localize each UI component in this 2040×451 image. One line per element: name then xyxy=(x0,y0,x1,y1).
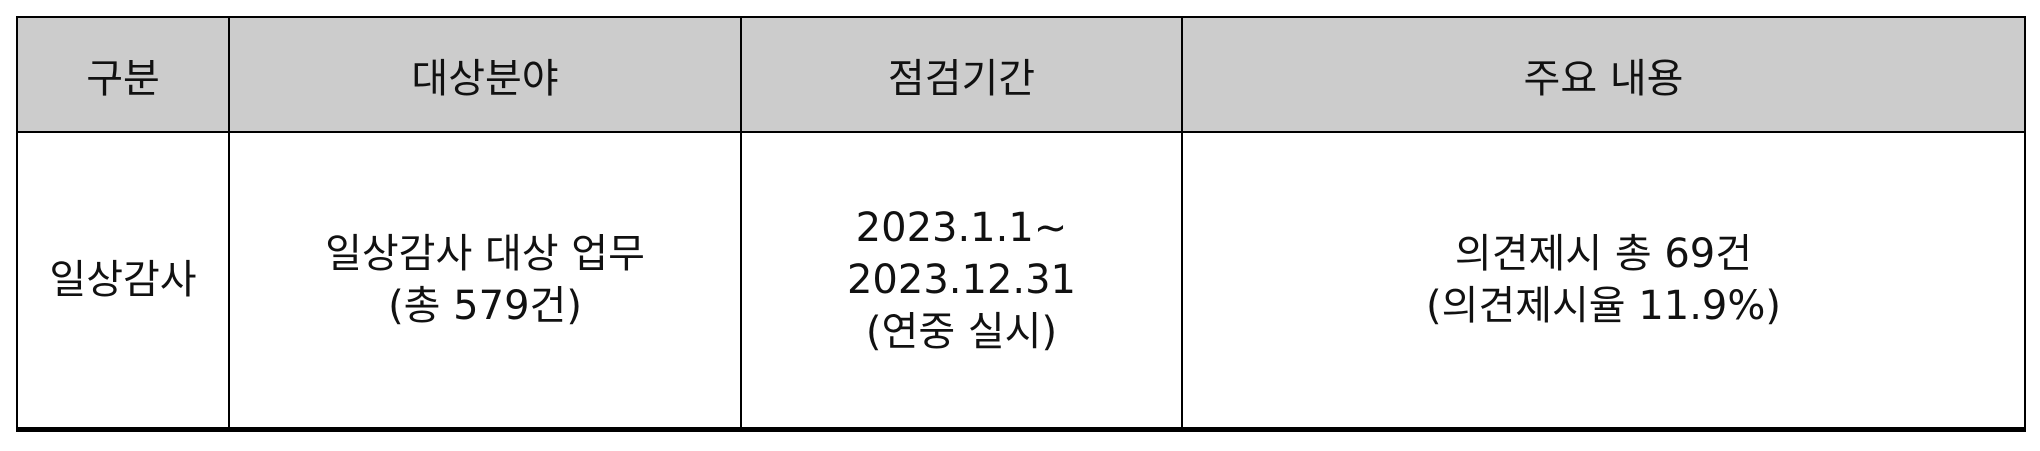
category-text: 일상감사 xyxy=(49,256,197,303)
table-row: 일상감사 일상감사 대상 업무 (총 579건) 2023.1.1~ 2023.… xyxy=(16,132,2026,429)
cell-target-area: 일상감사 대상 업무 (총 579건) xyxy=(228,132,742,429)
target-line-1: 일상감사 대상 업무 xyxy=(325,230,645,277)
content-line-2: (의견제시율 11.9%) xyxy=(1426,282,1781,329)
cell-main-content: 의견제시 총 69건 (의견제시율 11.9%) xyxy=(1181,132,2026,429)
header-row: 구분 대상분야 점검기간 주요 내용 xyxy=(16,17,2026,133)
audit-summary-table: 구분 대상분야 점검기간 주요 내용 일상감사 일상감사 대상 업무 (총 57… xyxy=(16,16,2026,432)
header-inspection-period: 점검기간 xyxy=(740,17,1183,133)
content-line-1: 의견제시 총 69건 xyxy=(1454,230,1753,277)
period-line-1: 2023.1.1~ xyxy=(855,204,1068,251)
period-line-3: (연중 실시) xyxy=(865,308,1058,355)
header-main-content: 주요 내용 xyxy=(1181,17,2026,133)
target-line-2: (총 579건) xyxy=(388,282,582,329)
header-target-area: 대상분야 xyxy=(228,17,742,133)
cell-category: 일상감사 xyxy=(16,132,230,429)
period-line-2: 2023.12.31 xyxy=(846,256,1077,303)
header-category: 구분 xyxy=(16,17,230,133)
cell-inspection-period: 2023.1.1~ 2023.12.31 (연중 실시) xyxy=(740,132,1183,429)
